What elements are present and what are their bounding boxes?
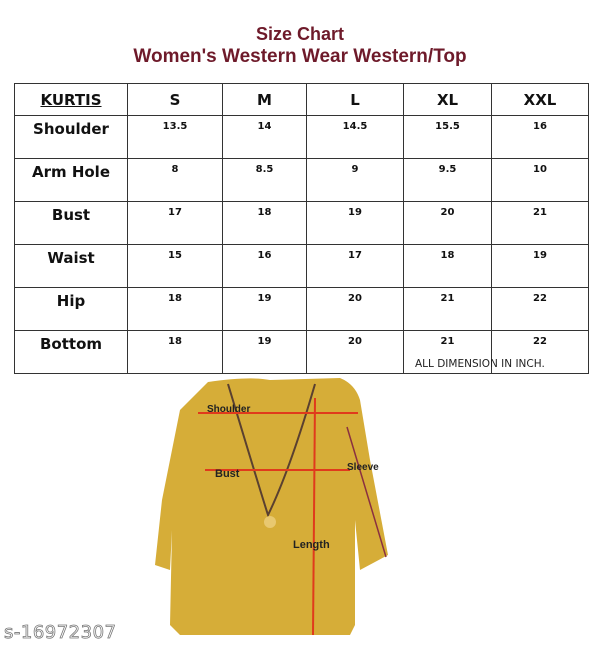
size-value-cell: 19 — [222, 330, 307, 374]
size-value-cell: 13.5 — [127, 115, 223, 159]
size-value-cell: 9.5 — [403, 158, 492, 202]
size-value-cell: 18 — [127, 287, 223, 331]
chart-subtitle: Women's Western Wear Western/Top — [133, 46, 467, 67]
size-value-cell: 14.5 — [306, 115, 404, 159]
size-value-cell: 21 — [403, 287, 492, 331]
sleeve-line — [346, 426, 387, 558]
row-label: Arm Hole — [14, 158, 128, 202]
size-value-cell: 15.5 — [403, 115, 492, 159]
header-cell: S — [127, 83, 223, 116]
size-value-cell: 20 — [306, 287, 404, 331]
size-value-cell: 22 — [491, 287, 589, 331]
watermark: s-16972307 — [4, 622, 117, 644]
length-label: Length — [293, 539, 330, 551]
row-label: Bottom — [14, 330, 128, 374]
header-cell: XXL — [491, 83, 589, 116]
row-label: Waist — [14, 244, 128, 288]
size-value-cell: 15 — [127, 244, 223, 288]
size-value-cell: 17 — [306, 244, 404, 288]
sleeve-label: Sleeve — [347, 462, 379, 473]
size-value-cell: 17 — [127, 201, 223, 245]
size-value-cell: 21 — [403, 330, 492, 374]
size-value-cell: 8.5 — [222, 158, 307, 202]
table-header-row: KURTIS S M L XL XXL — [14, 83, 589, 116]
chart-title: Size Chart — [255, 24, 345, 44]
size-value-cell: 18 — [222, 201, 307, 245]
size-value-cell: 20 — [306, 330, 404, 374]
size-value-cell: 16 — [491, 115, 589, 159]
table-row: Hip 18 19 20 21 22 — [14, 287, 589, 331]
table-row: Waist 15 16 17 18 19 — [14, 244, 589, 288]
row-label: Hip — [14, 287, 128, 331]
bust-label: Bust — [215, 468, 240, 480]
units-note: ALL DIMENSION IN INCH. — [415, 358, 545, 370]
header-label: KURTIS — [40, 90, 102, 109]
row-label: Shoulder — [14, 115, 128, 159]
header-cell: M — [222, 83, 307, 116]
size-value-cell: 18 — [403, 244, 492, 288]
size-value-cell: 19 — [491, 244, 589, 288]
shoulder-label: Shoulder — [207, 404, 250, 415]
necklace — [227, 383, 316, 518]
row-label: Bust — [14, 201, 128, 245]
header-cell: XL — [403, 83, 492, 116]
size-value-cell: 16 — [222, 244, 307, 288]
size-value-cell: 18 — [127, 330, 223, 374]
header-cell: KURTIS — [14, 83, 128, 116]
size-value-cell: 14 — [222, 115, 307, 159]
table-row: Bottom 18 19 20 21 22 — [14, 330, 589, 374]
size-value-cell: 21 — [491, 201, 589, 245]
size-value-cell: 22 — [491, 330, 589, 374]
size-value-cell: 19 — [306, 201, 404, 245]
header-cell: L — [306, 83, 404, 116]
table-row: Arm Hole 8 8.5 9 9.5 10 — [14, 158, 589, 202]
size-table: KURTIS S M L XL XXL Shoulder 13.5 14 14.5 15… — [14, 83, 589, 374]
table-row: Bust 17 18 19 20 21 — [14, 201, 589, 245]
pendant — [264, 516, 276, 528]
size-value-cell: 8 — [127, 158, 223, 202]
size-value-cell: 9 — [306, 158, 404, 202]
size-value-cell: 10 — [491, 158, 589, 202]
size-value-cell: 19 — [222, 287, 307, 331]
size-value-cell: 20 — [403, 201, 492, 245]
garment-diagram: Shoulder Bust Sleeve Length — [155, 378, 388, 636]
table-row: Shoulder 13.5 14 14.5 15.5 16 — [14, 115, 589, 159]
length-line — [312, 397, 316, 636]
